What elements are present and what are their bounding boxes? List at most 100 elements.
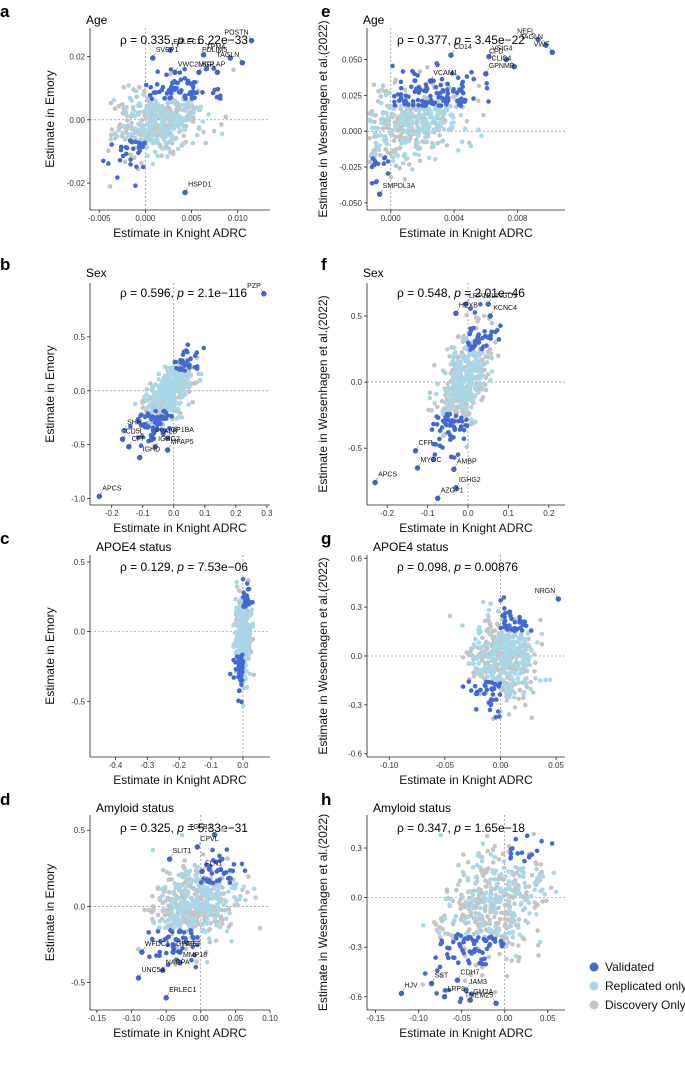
stat-sep: , xyxy=(171,821,178,835)
gene-label: TPM4 xyxy=(207,44,226,51)
scatter-point xyxy=(190,84,196,90)
scatter-point xyxy=(452,918,457,923)
scatter-point xyxy=(237,670,242,676)
scatter-point xyxy=(488,896,494,901)
scatter-point xyxy=(510,934,516,940)
y-tick-label: 0.0 xyxy=(351,378,363,387)
p-eq: = xyxy=(461,560,475,574)
scatter-point xyxy=(490,648,496,654)
scatter-point xyxy=(213,938,219,943)
y-tick-label: -0.02 xyxy=(67,179,86,188)
scatter-point xyxy=(181,141,186,146)
scatter-point xyxy=(515,851,520,856)
x-tick-label: -0.10 xyxy=(380,761,399,770)
scatter-point xyxy=(469,417,474,423)
scatter-point xyxy=(436,930,442,936)
scatter-point xyxy=(180,935,186,941)
scatter-point xyxy=(466,920,471,925)
scatter-point xyxy=(242,615,248,621)
scatter-point xyxy=(192,916,198,922)
scatter-point xyxy=(143,398,149,404)
p-eq: = xyxy=(461,821,475,835)
scatter-point xyxy=(165,376,171,381)
scatter-point xyxy=(469,69,474,75)
scatter-point xyxy=(243,604,248,609)
rho-symbol: ρ = xyxy=(120,33,141,47)
scatter-point xyxy=(465,395,471,401)
scatter-point xyxy=(461,950,467,956)
scatter-point xyxy=(193,964,199,970)
scatter-point xyxy=(173,101,179,106)
scatter-point xyxy=(183,96,188,101)
scatter-point xyxy=(512,881,518,886)
scatter-point xyxy=(167,426,172,431)
scatter-point xyxy=(147,954,152,959)
scatter-point xyxy=(529,872,535,878)
scatter-point xyxy=(479,854,485,860)
scatter-point xyxy=(153,408,158,414)
scatter-point xyxy=(482,867,487,873)
scatter-point xyxy=(434,414,440,419)
scatter-point xyxy=(367,117,373,123)
legend-swatch xyxy=(589,981,599,991)
scatter-point xyxy=(398,92,404,97)
scatter-point xyxy=(497,951,502,957)
scatter-point xyxy=(173,916,178,922)
scatter-point xyxy=(174,922,180,927)
gene-leader xyxy=(151,434,156,440)
scatter-point xyxy=(257,925,263,931)
scatter-point xyxy=(441,433,446,439)
scatter-point xyxy=(120,130,125,136)
scatter-point xyxy=(194,959,199,965)
scatter-point xyxy=(539,641,545,647)
scatter-point xyxy=(184,117,189,122)
scatter-point xyxy=(172,359,178,365)
scatter-point xyxy=(434,61,440,66)
panel-title: APOE4 status xyxy=(96,540,171,554)
scatter-point xyxy=(485,627,491,633)
scatter-point xyxy=(112,106,118,111)
scatter-point xyxy=(179,395,184,400)
scatter-point xyxy=(153,98,159,104)
scatter-point xyxy=(140,125,145,130)
scatter-point xyxy=(162,416,167,421)
scatter-point xyxy=(507,909,513,914)
scatter-point xyxy=(194,133,200,138)
scatter-point xyxy=(483,683,488,689)
scatter-point xyxy=(156,377,162,382)
scatter-point xyxy=(175,908,181,913)
scatter-point xyxy=(471,948,476,954)
scatter-point xyxy=(531,831,537,837)
scatter-point xyxy=(500,635,506,641)
scatter-point xyxy=(174,373,180,379)
scatter-point xyxy=(200,921,205,926)
scatter-point xyxy=(239,682,244,688)
scatter-point xyxy=(423,134,428,140)
scatter-point xyxy=(132,401,138,407)
stat-line: ρ = 0.325, p = 5.33e−31 xyxy=(120,821,248,835)
scatter-point xyxy=(122,159,128,165)
scatter-point xyxy=(124,127,129,132)
scatter-point xyxy=(497,692,503,697)
panel-b: b Sex ρ = 0.596, p = 2.1e−116 -0.2 -0.1 0.0 0.… xyxy=(0,255,273,535)
x-tick-label: -0.05 xyxy=(157,1014,176,1023)
gene-label: MGP xyxy=(198,61,214,68)
scatter-point xyxy=(397,134,402,139)
y-tick-label: 0.00 xyxy=(69,116,85,125)
scatter-point xyxy=(174,416,179,421)
scatter-point xyxy=(152,118,157,124)
x-tick-label: -0.1 xyxy=(136,509,150,518)
scatter-point xyxy=(227,880,233,886)
scatter-point xyxy=(382,155,387,161)
scatter-point xyxy=(491,686,497,691)
y-tick-label: 0.5 xyxy=(74,558,86,567)
gene-label: IGHG2 xyxy=(459,477,481,484)
scatter-point xyxy=(506,712,512,717)
scatter-point xyxy=(168,391,174,397)
scatter-point xyxy=(219,122,224,127)
y-tick-label: -0.5 xyxy=(71,979,85,988)
scatter-point xyxy=(219,921,225,927)
scatter-point xyxy=(464,74,470,79)
scatter-point xyxy=(159,127,164,133)
gene-label: CFP xyxy=(418,440,432,447)
